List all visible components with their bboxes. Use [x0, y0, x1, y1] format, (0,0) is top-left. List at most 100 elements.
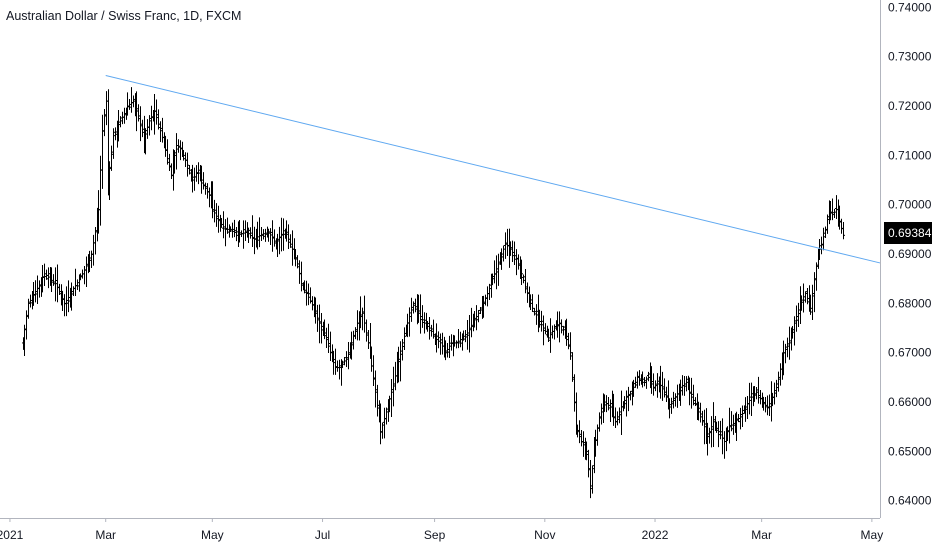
ohlc-bar [318, 304, 321, 344]
ohlc-bar [52, 274, 55, 286]
ohlc-bar [603, 394, 606, 412]
ohlc-bar [267, 228, 270, 242]
ohlc-bar [762, 396, 765, 411]
ohlc-bar [582, 431, 585, 457]
ohlc-bar [345, 351, 348, 367]
ohlc-bar [806, 288, 809, 305]
ohlc-bar [213, 199, 216, 223]
ohlc-bar [623, 396, 626, 409]
price-tick-label: 0.71000 [888, 148, 932, 162]
ohlc-bar [164, 135, 167, 157]
ohlc-bar [316, 304, 319, 332]
ohlc-bar [88, 250, 91, 272]
ohlc-bar [506, 228, 509, 257]
ohlc-bar [723, 431, 726, 459]
ohlc-bar [401, 339, 404, 361]
ohlc-bar [45, 269, 48, 280]
ohlc-bar [85, 256, 88, 287]
ohlc-bar [231, 222, 234, 238]
ohlc-bar [289, 234, 292, 248]
ohlc-bar [652, 373, 655, 396]
ohlc-bar [276, 233, 279, 258]
ohlc-bar [249, 227, 252, 239]
ohlc-bar [683, 376, 686, 396]
ohlc-bar [247, 227, 250, 244]
ohlc-bar [712, 402, 715, 448]
ohlc-bar [838, 205, 841, 230]
ohlc-bar [744, 397, 747, 422]
ohlc-bar [421, 305, 424, 328]
ohlc-bar [497, 253, 500, 286]
ohlc-bar [793, 316, 796, 346]
ohlc-bar [468, 314, 471, 353]
ohlc-bar [361, 307, 364, 331]
ohlc-bar [811, 284, 814, 321]
ohlc-bar [676, 384, 679, 408]
ohlc-bar [459, 331, 462, 348]
ohlc-bar [139, 106, 142, 142]
ohlc-bar [491, 273, 494, 286]
ohlc-bar [833, 208, 836, 218]
ohlc-bar [441, 332, 444, 355]
ohlc-bar [222, 211, 225, 239]
ohlc-bar [824, 226, 827, 238]
ohlc-bar [596, 424, 599, 446]
ohlc-bar [58, 283, 61, 296]
ohlc-bar [542, 315, 545, 346]
ohlc-bar [526, 282, 529, 303]
ohlc-bar [117, 109, 120, 142]
ohlc-bar [356, 310, 359, 341]
ohlc-bar [699, 402, 702, 423]
ohlc-bar [444, 340, 447, 361]
ohlc-bar [544, 323, 547, 335]
ohlc-bar [697, 401, 700, 421]
ohlc-bar [692, 384, 695, 406]
ohlc-bar [235, 226, 238, 242]
ohlc-bar [730, 411, 733, 432]
ohlc-bar [135, 91, 138, 132]
ohlc-bar [224, 219, 227, 247]
ohlc-bar [202, 172, 205, 190]
ohlc-bar [74, 268, 77, 296]
ohlc-bar [540, 310, 543, 332]
ohlc-bar [627, 386, 630, 412]
ohlc-bar [327, 323, 330, 354]
ohlc-bar [435, 323, 438, 353]
ohlc-bar [567, 332, 570, 350]
ohlc-bar [815, 262, 818, 291]
ohlc-bar [706, 422, 709, 456]
ohlc-bar [238, 219, 241, 243]
ohlc-bar [455, 340, 458, 349]
time-axis[interactable]: 2021 Mar May Jul Sep Nov 2022 Mar May [0, 518, 883, 542]
ohlc-bar [797, 302, 800, 327]
ohlc-bar [638, 370, 641, 386]
last-price-tag: 0.69384 [884, 222, 932, 244]
ohlc-bar [148, 115, 151, 136]
ohlc-bar [336, 360, 339, 372]
ohlc-bar [732, 414, 735, 435]
ohlc-bar [795, 305, 798, 332]
ohlc-bar [840, 218, 843, 234]
ohlc-bar [54, 267, 57, 302]
ohlc-bar [735, 411, 738, 442]
ohlc-bar [229, 226, 232, 232]
ohlc-bar [477, 309, 480, 323]
ohlc-bar [665, 386, 668, 403]
ohlc-bar [105, 91, 108, 126]
ohlc-bar [23, 324, 26, 357]
ohlc-bar [417, 294, 420, 323]
ohlc-bar [365, 319, 368, 342]
price-axis[interactable]: 0.74000 0.73000 0.72000 0.71000 0.70000 0.690… [888, 0, 932, 507]
ohlc-bar [513, 241, 516, 265]
ohlc-bar [278, 226, 281, 255]
ohlc-bar [119, 116, 122, 128]
ohlc-bar [569, 332, 572, 360]
ohlc-bar [25, 310, 28, 340]
ohlc-bar [412, 301, 415, 314]
ohlc-bar [220, 218, 223, 228]
trendline[interactable] [105, 74, 881, 264]
ohlc-bar [372, 355, 375, 387]
ohlc-bar [549, 318, 552, 353]
